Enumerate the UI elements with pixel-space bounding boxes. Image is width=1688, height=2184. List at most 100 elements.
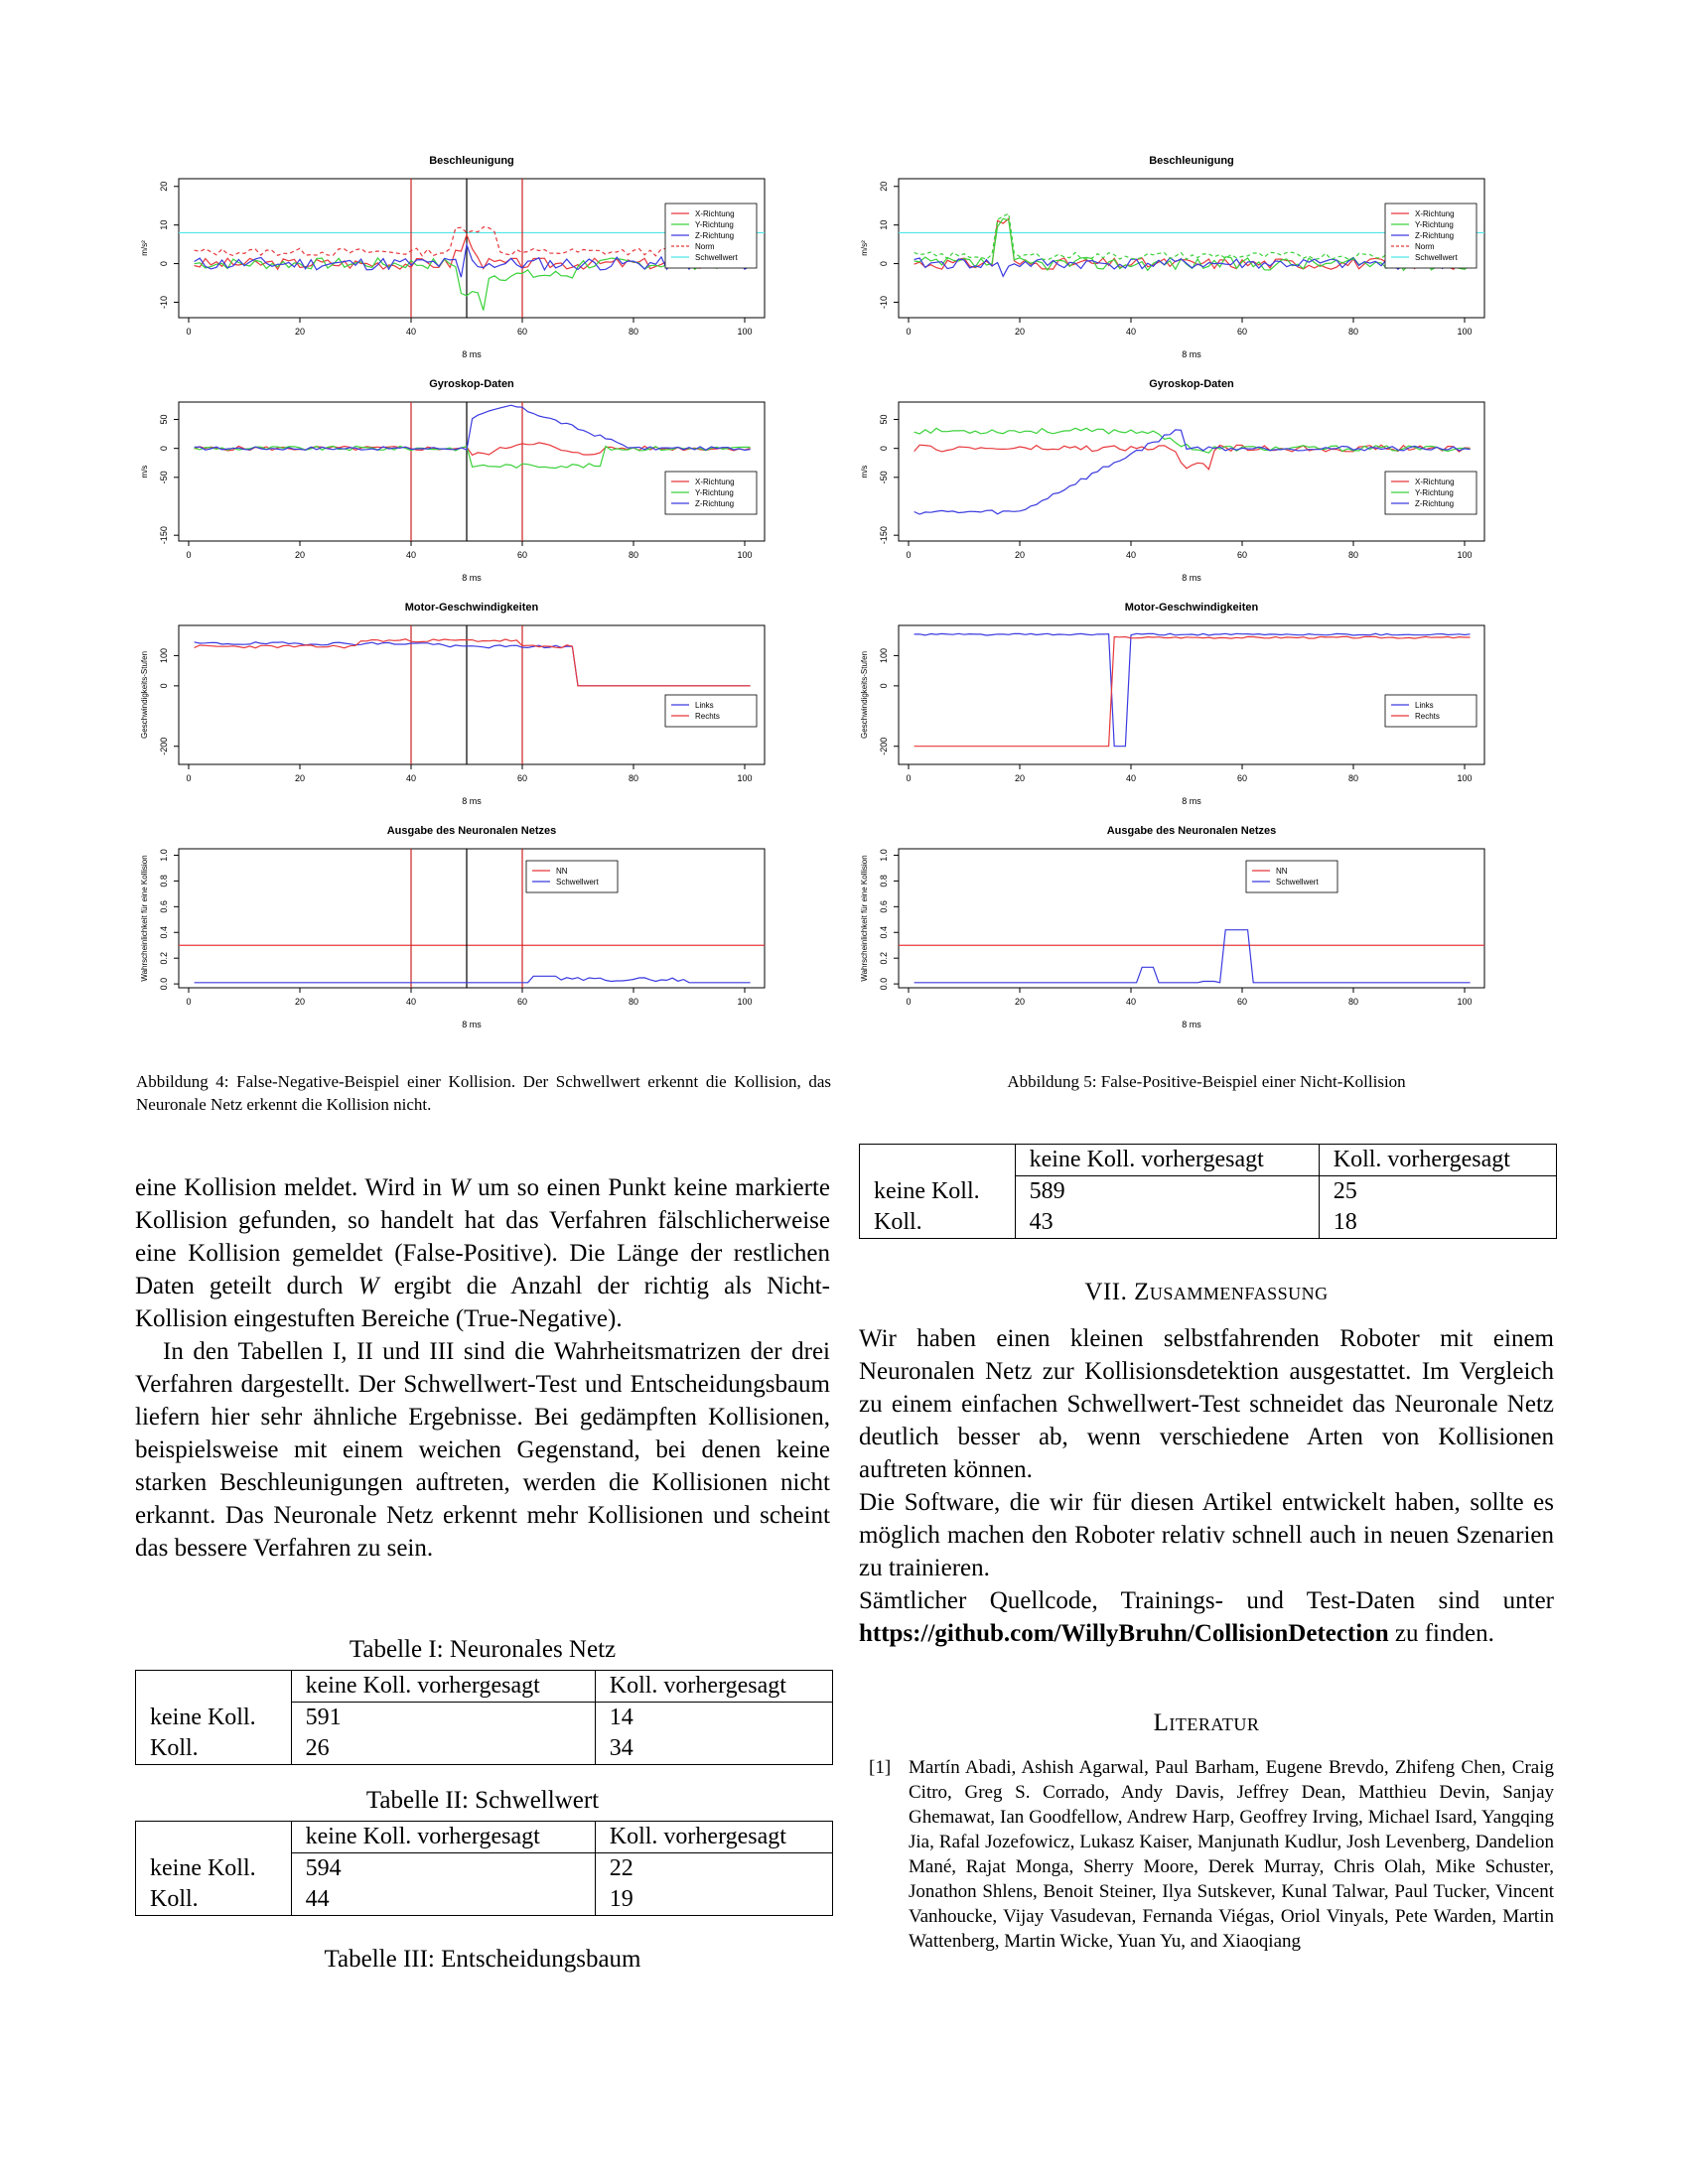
legend-label: X-Richtung bbox=[695, 478, 735, 486]
x-tick-label: 20 bbox=[295, 773, 305, 783]
legend-label: NN bbox=[556, 867, 568, 876]
reference-1: Martín Abadi, Ashish Agarwal, Paul Barha… bbox=[909, 1757, 1554, 1952]
x-axis-label: 8 ms bbox=[1182, 573, 1201, 583]
figure-5-caption: Abbildung 5: False-Positive-Beispiel ein… bbox=[1007, 1072, 1406, 1091]
table-1-caption: Tabelle I: Neuronales Netz bbox=[349, 1636, 617, 1663]
x-axis-label: 8 ms bbox=[462, 349, 482, 359]
series-line bbox=[194, 641, 751, 687]
legend-box bbox=[1245, 860, 1338, 893]
x-tick-label: 80 bbox=[629, 550, 638, 560]
row-label: Koll. bbox=[135, 1733, 292, 1765]
x-tick-label: 60 bbox=[517, 997, 527, 1007]
y-tick-label: -50 bbox=[879, 471, 889, 483]
y-tick-label: 100 bbox=[879, 648, 889, 663]
y-axis-label: m/s² bbox=[140, 240, 149, 256]
legend-label: Schwellwert bbox=[1276, 878, 1319, 887]
y-tick-label: 0.8 bbox=[879, 875, 889, 887]
x-axis-label: 8 ms bbox=[1182, 349, 1201, 359]
x-tick-label: 100 bbox=[737, 550, 752, 560]
references-heading: Literatur bbox=[1153, 1709, 1260, 1736]
x-tick-label: 80 bbox=[1348, 327, 1358, 337]
series-line bbox=[194, 638, 751, 687]
x-axis-label: 8 ms bbox=[1182, 796, 1201, 806]
y-tick-label: 0.2 bbox=[159, 952, 169, 965]
figure-5: Beschleunigung 0 20 40 60 80 100 8 ms 20 10 0 -10 m/… bbox=[849, 149, 1514, 1042]
y-tick-label: 0 bbox=[159, 446, 169, 451]
table-1: keine Koll. vorhergesagt Koll. vorhergesa… bbox=[135, 1670, 834, 1765]
series-line bbox=[194, 256, 751, 311]
table-2-caption: Tabelle II: Schwellwert bbox=[365, 1787, 600, 1814]
series-line bbox=[194, 226, 751, 257]
x-tick-label: 60 bbox=[517, 327, 527, 337]
x-tick-label: 0 bbox=[186, 773, 191, 783]
x-tick-label: 20 bbox=[295, 997, 305, 1007]
legend-label: Y-Richtung bbox=[1415, 488, 1454, 497]
series-line bbox=[914, 256, 1471, 278]
legend-label: Y-Richtung bbox=[695, 220, 734, 229]
y-tick-label: 1.0 bbox=[879, 849, 889, 862]
x-axis-label: 8 ms bbox=[462, 796, 482, 806]
x-tick-label: 80 bbox=[1348, 773, 1358, 783]
y-tick-label: 0 bbox=[879, 261, 889, 266]
y-tick-label: 0.0 bbox=[879, 978, 889, 991]
x-axis-label: 8 ms bbox=[462, 573, 482, 583]
x-tick-label: 60 bbox=[517, 773, 527, 783]
x-tick-label: 100 bbox=[1457, 997, 1472, 1007]
x-tick-label: 60 bbox=[517, 550, 527, 560]
x-tick-label: 80 bbox=[629, 997, 638, 1007]
y-tick-label: 0.2 bbox=[879, 952, 889, 965]
plot-panel: Gyroskop-Daten 0 20 40 60 80 100 8 ms 50 0 -50 -150… bbox=[860, 378, 1485, 583]
reference-number: [1] bbox=[869, 1757, 892, 1778]
legend-box bbox=[525, 860, 619, 893]
x-tick-label: 60 bbox=[1237, 327, 1247, 337]
y-axis-label: m/s bbox=[860, 466, 869, 478]
column-header: keine Koll. vorhergesagt bbox=[1014, 1144, 1320, 1176]
x-tick-label: 0 bbox=[186, 327, 191, 337]
y-tick-label: 50 bbox=[159, 414, 169, 424]
table-3: keine Koll. vorhergesagt Koll. vorhergesa… bbox=[859, 1144, 1558, 1239]
y-tick-label: 100 bbox=[159, 648, 169, 663]
github-link[interactable]: https://github.com/WillyBruhn/CollisionD… bbox=[859, 1620, 1389, 1647]
y-tick-label: -150 bbox=[879, 526, 889, 544]
x-tick-label: 40 bbox=[406, 327, 416, 337]
plot-title: Beschleunigung bbox=[1149, 155, 1234, 167]
x-tick-label: 80 bbox=[1348, 550, 1358, 560]
column-header: Koll. vorhergesagt bbox=[1318, 1144, 1558, 1176]
x-tick-label: 100 bbox=[1457, 327, 1472, 337]
legend-label: Schwellwert bbox=[695, 253, 738, 262]
x-tick-label: 20 bbox=[1015, 550, 1025, 560]
table-3-caption: Tabelle III: Entscheidungsbaum bbox=[324, 1946, 641, 1973]
series-line bbox=[194, 242, 751, 278]
plot-panel: Ausgabe des Neuronalen Netzes 0 20 40 60 80 10… bbox=[140, 825, 766, 1029]
plot-panel: Motor-Geschwindigkeiten 0 20 40 60 80 100 8 ms 1… bbox=[140, 602, 766, 806]
x-tick-label: 40 bbox=[1126, 773, 1136, 783]
figure-4-caption: Abbildung 4: False-Negative-Beispiel ein… bbox=[136, 1072, 831, 1114]
x-tick-label: 40 bbox=[1126, 997, 1136, 1007]
plot-frame bbox=[898, 178, 1485, 319]
x-tick-label: 40 bbox=[406, 997, 416, 1007]
legend-box bbox=[664, 694, 758, 728]
figure-4: Beschleunigung 0 20 40 60 80 100 8 ms 20 10 0 -10 m/… bbox=[129, 149, 794, 1042]
y-tick-label: -200 bbox=[159, 738, 169, 755]
column-header: keine Koll. vorhergesagt bbox=[290, 1821, 596, 1853]
x-tick-label: 100 bbox=[1457, 550, 1472, 560]
x-axis-label: 8 ms bbox=[462, 1020, 482, 1029]
x-tick-label: 20 bbox=[1015, 327, 1025, 337]
x-tick-label: 80 bbox=[629, 773, 638, 783]
plot-frame bbox=[178, 624, 766, 765]
y-tick-label: 0 bbox=[879, 446, 889, 451]
plot-frame bbox=[178, 178, 766, 319]
y-tick-label: 0.4 bbox=[879, 926, 889, 939]
plot-title: Gyroskop-Daten bbox=[1149, 378, 1234, 390]
x-tick-label: 80 bbox=[1348, 997, 1358, 1007]
legend-label: Norm bbox=[695, 242, 715, 251]
x-tick-label: 100 bbox=[737, 327, 752, 337]
x-tick-label: 100 bbox=[1457, 773, 1472, 783]
x-tick-label: 60 bbox=[1237, 550, 1247, 560]
y-tick-label: 0.6 bbox=[159, 900, 169, 913]
x-tick-label: 20 bbox=[295, 550, 305, 560]
column-header: Koll. vorhergesagt bbox=[594, 1670, 834, 1703]
plot-title: Beschleunigung bbox=[429, 155, 514, 167]
legend-label: Z-Richtung bbox=[1415, 231, 1454, 240]
